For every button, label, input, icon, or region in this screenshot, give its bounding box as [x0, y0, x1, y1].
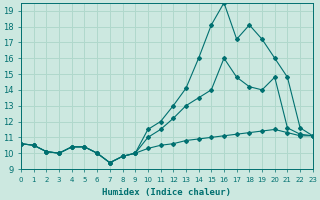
X-axis label: Humidex (Indice chaleur): Humidex (Indice chaleur) — [102, 188, 231, 197]
